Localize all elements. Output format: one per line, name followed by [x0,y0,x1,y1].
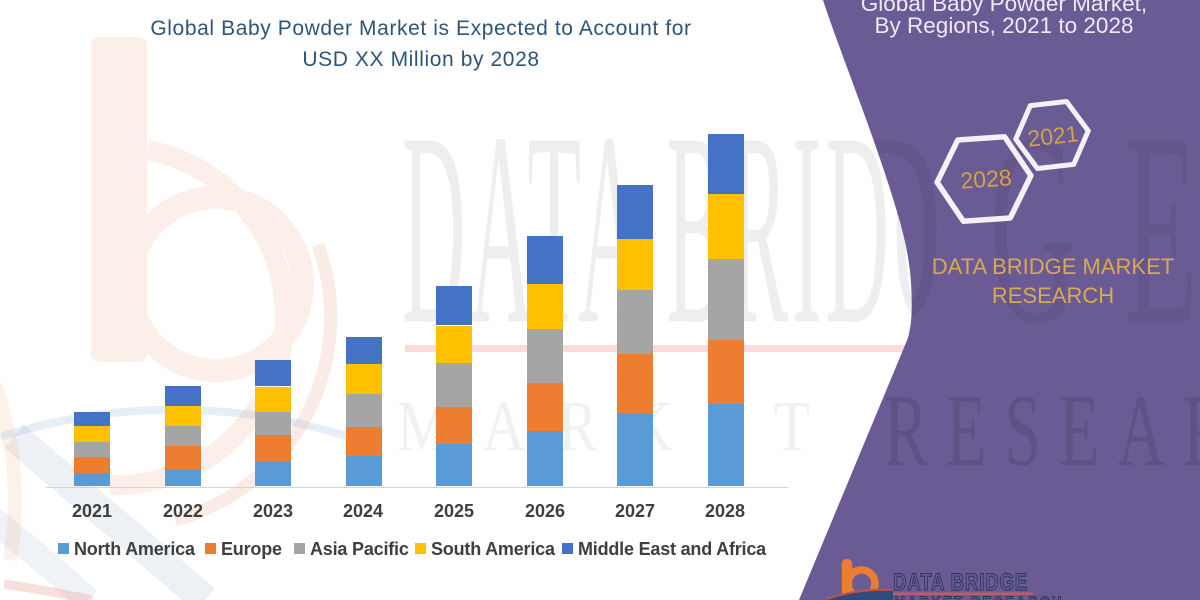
svg-text:RESEARCH: RESEARCH [884,373,1200,487]
svg-text:2028: 2028 [960,164,1013,194]
svg-text:DATA BRIDGE: DATA BRIDGE [893,569,1028,596]
svg-text:DATA BRIDGE MARKET: DATA BRIDGE MARKET [932,254,1174,279]
svg-text:2021: 2021 [1026,120,1080,152]
svg-text:RESEARCH: RESEARCH [992,283,1114,308]
svg-text:MARKET RESEARCH: MARKET RESEARCH [894,594,1064,600]
svg-text:DGE: DGE [855,76,1200,381]
